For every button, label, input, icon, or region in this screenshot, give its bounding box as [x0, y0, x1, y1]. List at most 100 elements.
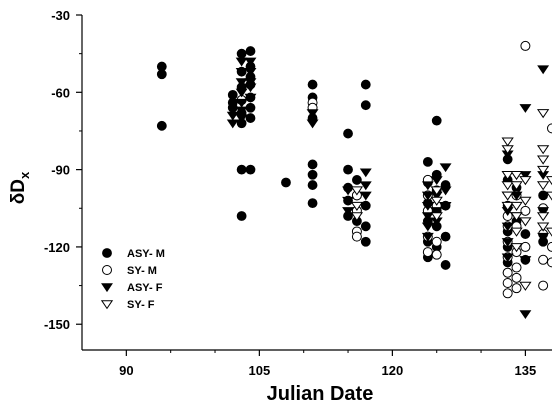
data-point — [501, 181, 514, 191]
data-point — [510, 170, 523, 181]
data-point — [430, 207, 443, 216]
legend-marker — [102, 265, 112, 275]
data-point — [519, 176, 532, 186]
data-point — [511, 283, 522, 294]
data-point — [244, 67, 257, 77]
y-tick-label: -60 — [51, 85, 70, 100]
data-point — [226, 119, 239, 129]
data-point — [510, 181, 523, 191]
data-point — [440, 260, 451, 270]
y-axis-title-main: δD — [8, 179, 29, 204]
data-point — [510, 212, 523, 222]
data-point — [547, 123, 552, 134]
data-point — [519, 217, 532, 227]
data-point — [536, 109, 550, 119]
legend-marker — [101, 283, 113, 293]
data-point — [421, 232, 434, 242]
y-tick-label: -30 — [51, 8, 70, 23]
data-point — [343, 164, 353, 175]
data-point — [502, 278, 513, 288]
data-point — [538, 254, 549, 265]
legend-label: ASY- M — [127, 248, 165, 260]
data-point — [244, 57, 257, 67]
data-point — [439, 163, 452, 173]
data-point — [360, 221, 371, 232]
data-point — [421, 181, 434, 191]
data-point — [307, 169, 318, 180]
data-point — [307, 198, 318, 209]
data-point — [156, 120, 167, 131]
data-point — [245, 113, 256, 123]
data-point — [520, 229, 531, 239]
data-point — [156, 69, 167, 80]
data-point — [360, 79, 371, 90]
legend-item: ASY- F — [101, 282, 163, 294]
data-point — [501, 137, 514, 147]
data-point — [510, 191, 523, 201]
data-point — [235, 106, 248, 116]
data-point — [440, 231, 451, 242]
data-point — [536, 222, 550, 232]
data-point — [235, 88, 248, 98]
data-point — [537, 207, 550, 216]
series-open-triangle-down — [350, 109, 552, 291]
x-axis-title: Julian Date — [267, 383, 374, 405]
data-point — [236, 48, 247, 59]
data-points-layer — [156, 40, 552, 320]
data-point — [343, 128, 353, 139]
data-point — [519, 171, 532, 180]
data-point — [431, 236, 442, 247]
data-point — [430, 196, 443, 206]
y-tick-label: -90 — [51, 163, 70, 178]
data-point — [520, 40, 531, 51]
data-point — [439, 186, 452, 196]
data-point — [430, 212, 443, 222]
data-point — [430, 176, 443, 186]
data-point — [501, 191, 514, 201]
data-point — [235, 67, 248, 77]
data-point — [520, 205, 531, 216]
data-point — [536, 181, 550, 191]
data-point — [342, 196, 354, 206]
data-point — [227, 102, 238, 113]
data-point — [519, 281, 532, 291]
data-point — [245, 46, 256, 56]
y-tick-label: -120 — [44, 240, 70, 255]
legend-label: SY- M — [127, 265, 157, 277]
data-point — [536, 145, 550, 155]
data-point — [350, 212, 364, 222]
data-point — [359, 168, 372, 178]
data-point — [422, 156, 433, 167]
data-point — [510, 227, 523, 237]
data-point — [519, 196, 532, 206]
data-point — [536, 212, 550, 222]
data-point — [501, 222, 514, 232]
data-point — [226, 111, 239, 121]
legend-item: SY- M — [102, 265, 157, 277]
data-point — [350, 186, 364, 196]
data-point — [281, 177, 291, 188]
data-point — [501, 253, 514, 263]
data-point — [307, 79, 318, 90]
data-point — [431, 115, 442, 126]
data-point — [545, 227, 552, 237]
data-point — [519, 310, 532, 320]
data-point — [545, 191, 552, 201]
data-point — [547, 241, 552, 252]
x-tick-label: 120 — [382, 363, 404, 378]
data-point — [342, 186, 354, 196]
x-tick-label: 135 — [515, 363, 537, 378]
y-tick-label: -150 — [44, 317, 70, 332]
legend-item: ASY- M — [102, 248, 165, 260]
data-point — [245, 164, 256, 175]
data-point — [502, 267, 513, 278]
legend-item: SY- F — [100, 299, 155, 311]
data-point — [439, 201, 452, 211]
data-point — [519, 104, 532, 113]
legend-marker — [102, 248, 112, 258]
data-point — [307, 180, 318, 190]
data-point — [236, 211, 247, 221]
data-point — [245, 102, 256, 113]
x-tick-label: 105 — [249, 363, 271, 378]
data-point — [519, 256, 532, 265]
